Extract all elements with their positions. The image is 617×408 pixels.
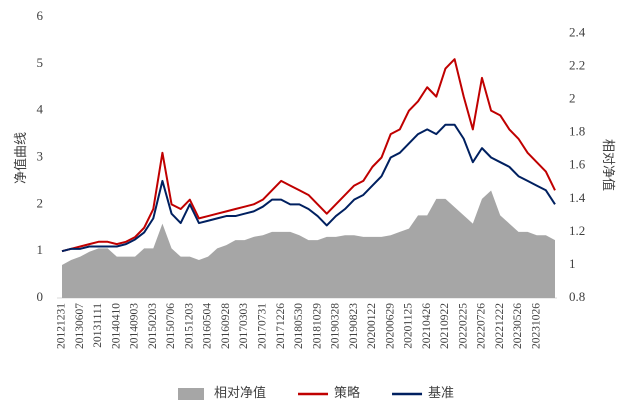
x-tick-label: 20150203 [147, 303, 159, 349]
x-tick-label: 20210426 [421, 303, 433, 349]
legend-label: 相对净值 [214, 385, 266, 400]
y2-tick-label: 1 [569, 256, 576, 271]
legend-label: 策略 [334, 385, 360, 400]
y-tick-label: 1 [37, 242, 44, 257]
x-tick-label: 20170731 [256, 303, 268, 349]
x-tick-label: 20221222 [494, 303, 506, 349]
x-tick-label: 20140903 [129, 303, 141, 349]
x-tick-label: 20131111 [92, 303, 104, 348]
x-tick-label: 20150706 [165, 303, 177, 349]
y-tick-label: 3 [37, 148, 44, 163]
x-tick-label: 20190823 [348, 303, 360, 349]
legend-swatch [178, 388, 204, 400]
x-tick-label: 20121231 [56, 303, 68, 349]
y-tick-label: 4 [37, 102, 44, 117]
y2-tick-label: 1.2 [569, 223, 585, 238]
x-tick-label: 20230526 [512, 303, 524, 349]
x-tick-label: 20160928 [220, 303, 232, 349]
y-tick-label: 2 [37, 195, 44, 210]
legend-label: 基准 [428, 385, 454, 400]
y2-tick-label: 1.8 [569, 124, 585, 139]
x-tick-label: 20181029 [311, 303, 323, 349]
x-tick-label: 20210922 [439, 303, 451, 349]
series-line [61, 123, 556, 253]
y2-tick-label: 1.6 [569, 157, 586, 172]
series-line [61, 58, 556, 253]
x-tick-label: 20200629 [384, 303, 396, 349]
x-tick-label: 20180530 [293, 303, 305, 349]
x-tick-label: 20201125 [403, 303, 415, 349]
y-tick-label: 6 [37, 8, 44, 23]
x-tick-label: 20130607 [74, 303, 86, 349]
relative-area [62, 190, 555, 298]
x-tick-label: 20171226 [275, 303, 287, 349]
x-tick-label: 20200122 [366, 303, 378, 349]
y2-tick-label: 0.8 [569, 289, 585, 304]
y-tick-label: 5 [37, 55, 44, 70]
y2-tick-label: 1.4 [569, 190, 586, 205]
x-tick-label: 20151203 [183, 303, 195, 349]
x-tick-label: 20190328 [330, 303, 342, 349]
x-tick-label: 20160504 [202, 303, 214, 349]
y2-tick-label: 2.4 [569, 25, 586, 40]
y-axis-title: 净值曲线 [13, 132, 28, 184]
y2-tick-label: 2.2 [569, 58, 585, 73]
x-tick-label: 20170303 [238, 303, 250, 349]
y2-axis-title: 相对净值 [601, 139, 616, 191]
x-tick-label: 20220726 [476, 303, 488, 349]
x-tick-label: 20220225 [457, 303, 469, 349]
x-tick-label: 20231026 [530, 303, 542, 349]
y-tick-label: 0 [37, 289, 44, 304]
x-tick-label: 20140410 [110, 303, 122, 349]
y2-tick-label: 2 [569, 91, 576, 106]
